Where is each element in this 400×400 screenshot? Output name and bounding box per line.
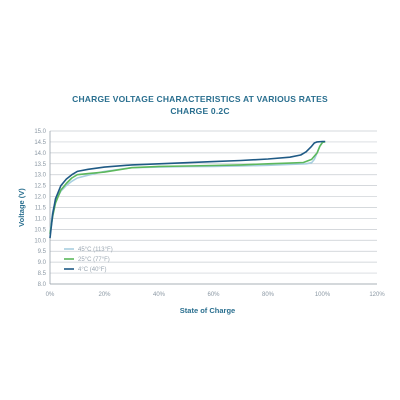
x-tick-label: 80% [262,292,275,298]
chart-title: CHARGE VOLTAGE CHARACTERISTICS AT VARIOU… [72,94,328,104]
y-tick-label: 9.5 [38,249,47,255]
y-axis-label: Voltage (V) [17,188,26,227]
y-tick-label: 10.0 [34,238,46,244]
chart-subtitle: CHARGE 0.2C [170,106,230,116]
legend-label: 4°C (40°F) [78,267,106,273]
y-tick-label: 8.5 [38,271,47,277]
y-tick-label: 12.0 [34,195,46,201]
y-tick-label: 11.0 [35,216,47,222]
legend: 45°C (113°F) 25°C (77°F) 4°C (40°F) [64,247,113,273]
grid-lines [49,130,377,285]
series-line-2 [49,140,326,239]
x-tick-label: 120% [369,292,385,298]
series-line-0 [49,141,324,232]
x-tick-label: 20% [98,292,111,298]
y-tick-label: 15.0 [34,129,46,135]
series-line-1 [49,141,326,234]
x-axis-ticks: 0% 20% 40% 60% 80% 100% 120% [46,292,386,298]
x-tick-label: 100% [315,292,331,298]
y-tick-label: 10.5 [34,227,46,233]
x-tick-label: 0% [46,292,55,298]
x-tick-label: 40% [153,292,166,298]
y-tick-label: 13.5 [34,162,46,168]
series-lines [49,140,326,239]
y-tick-label: 9.0 [38,260,47,266]
y-tick-label: 14.5 [34,140,46,146]
y-tick-label: 12.5 [34,184,46,190]
y-axis-ticks: 8.0 8.5 9.0 9.5 10.0 10.5 11.0 11.5 12.0 12.5 13.0… [34,129,46,288]
y-tick-label: 11.5 [35,206,47,212]
y-tick-label: 8.0 [38,282,47,288]
y-tick-label: 14.0 [34,151,46,157]
x-axis-label: State of Charge [180,306,235,315]
legend-label: 45°C (113°F) [78,247,113,253]
legend-label: 25°C (77°F) [78,257,110,263]
x-tick-label: 60% [207,292,220,298]
y-tick-label: 13.0 [34,173,46,179]
